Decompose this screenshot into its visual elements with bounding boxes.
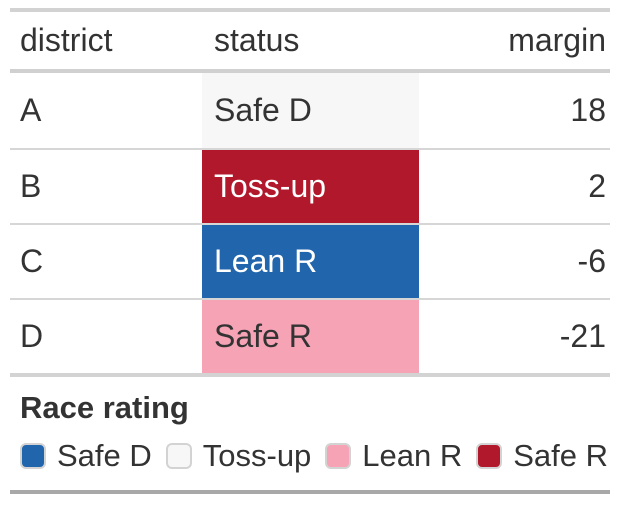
legend-swatch-icon <box>165 443 192 469</box>
district-cell: B <box>20 167 42 204</box>
district-cell: A <box>20 91 42 128</box>
legend-swatch-icon <box>20 443 46 469</box>
table-row: A Safe D 18 <box>10 73 610 148</box>
table-row: C Lean R -6 <box>10 223 610 298</box>
legend-label: Safe R <box>513 438 608 473</box>
column-header-margin: margin <box>508 21 606 58</box>
margin-cell: -6 <box>577 242 606 279</box>
legend-title: Race rating <box>20 390 189 425</box>
margin-cell: -21 <box>559 317 606 354</box>
legend: Race rating Safe D Toss-up Lean R Safe R <box>10 377 610 490</box>
column-header-status: status <box>214 21 300 58</box>
table-body: A Safe D 18 B Toss-up 2 C Lean R -6 D Safe R -21 <box>10 73 610 377</box>
legend-label: Lean R <box>362 438 463 473</box>
legend-item: Toss-up <box>165 438 312 474</box>
status-cell: Safe R <box>202 300 419 373</box>
race-ratings-table: district status margin A Safe D 18 B Toss-up… <box>10 8 610 494</box>
status-cell: Toss-up <box>202 150 419 223</box>
margin-cell: 18 <box>570 91 606 128</box>
legend-item: Safe R <box>476 438 608 474</box>
column-header-district: district <box>20 21 113 58</box>
table-row: B Toss-up 2 <box>10 148 610 223</box>
legend-swatch-icon <box>325 443 352 469</box>
table-row: D Safe R -21 <box>10 298 610 373</box>
district-cell: C <box>20 242 44 279</box>
legend-label: Toss-up <box>202 438 312 473</box>
status-cell: Lean R <box>202 225 419 298</box>
legend-swatch-icon <box>476 443 503 469</box>
status-cell: Safe D <box>202 73 419 148</box>
district-cell: D <box>20 317 44 354</box>
margin-cell: 2 <box>588 167 606 204</box>
table-header-row: district status margin <box>10 12 610 73</box>
legend-item: Safe D <box>20 438 152 474</box>
legend-label: Safe D <box>57 438 152 473</box>
legend-item: Lean R <box>325 438 462 474</box>
legend-items: Safe D Toss-up Lean R Safe R <box>20 438 610 474</box>
